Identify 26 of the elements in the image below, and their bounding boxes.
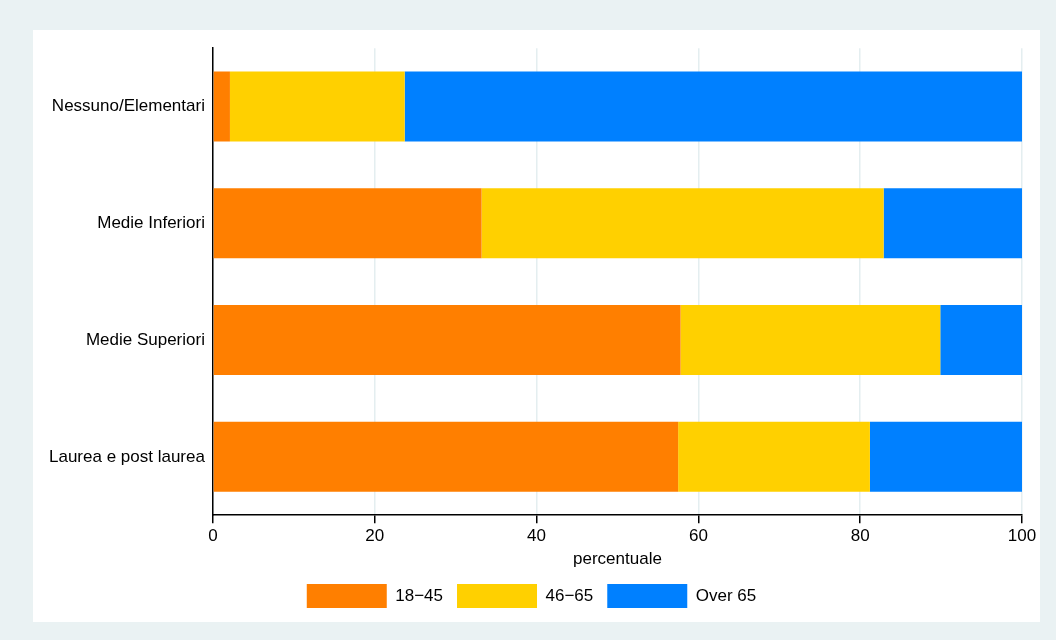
bar [869,421,1022,492]
bar [213,188,482,259]
legend-label: Over 65 [695,585,757,605]
bar [404,71,1022,142]
bar [213,305,681,376]
bar [213,421,679,492]
bar [680,305,941,376]
y-tick-label: Nessuno/Elementari [51,96,205,116]
legend-label: 18−45 [395,585,444,605]
x-tick-label: 0 [208,526,218,546]
bar [678,421,870,492]
y-tick-label: Medie Superiori [85,329,205,349]
y-tick-label: Laurea e post laurea [48,446,206,466]
x-tick-label: 40 [527,526,547,546]
x-tick-label: 100 [1007,526,1037,546]
x-tick-label: 60 [688,526,708,546]
bar [229,71,405,142]
x-tick-label: 20 [365,526,385,546]
bar [481,188,884,259]
x-axis-title: percentuale [573,549,662,569]
x-tick-label: 80 [850,526,870,546]
bar [883,188,1022,259]
bar [213,71,230,142]
y-tick-label: Medie Inferiori [97,213,205,233]
legend-label: 46−65 [545,585,594,605]
bar [940,305,1022,376]
